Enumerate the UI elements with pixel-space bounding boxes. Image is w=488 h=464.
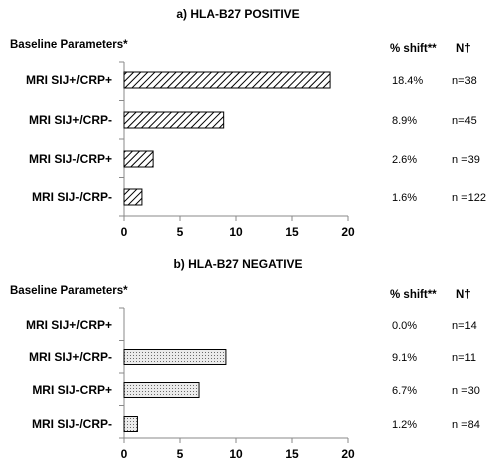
shift-value: 8.9% — [392, 115, 417, 127]
n-value: n =30 — [452, 385, 480, 397]
shift-value: 18.4% — [392, 75, 423, 87]
shift-value: 0.0% — [392, 320, 417, 332]
n-value: n =84 — [452, 419, 480, 431]
category-label: MRI SIJ+/CRP+ — [26, 73, 112, 87]
chart-title: b) HLA-B27 NEGATIVE — [173, 257, 302, 271]
category-label: MRI SIJ+/CRP- — [29, 350, 112, 364]
category-label: MRI SIJ-/CRP+ — [29, 152, 112, 166]
x-tick-label: 20 — [341, 447, 355, 461]
chart-title: a) HLA-B27 POSITIVE — [176, 7, 299, 21]
x-tick-label: 15 — [285, 225, 299, 239]
shift-value: 2.6% — [392, 154, 417, 166]
shift-value: 1.6% — [392, 192, 417, 204]
shift-value: 9.1% — [392, 352, 417, 364]
bar — [123, 111, 225, 129]
chart-panel-2: b) HLA-B27 NEGATIVE Baseline Parameters*%… — [10, 257, 480, 461]
x-tick-label: 15 — [285, 447, 299, 461]
category-label: MRI SIJ-CRP+ — [32, 383, 112, 397]
n-value: n =122 — [452, 192, 486, 204]
shift-value: 6.7% — [392, 385, 417, 397]
bar — [123, 416, 138, 432]
n-column-header: N† — [456, 43, 471, 55]
n-value: n=45 — [452, 115, 477, 127]
bar — [123, 150, 154, 168]
n-value: n=38 — [452, 75, 477, 87]
n-value: n =39 — [452, 154, 480, 166]
shift-column-header: % shift** — [390, 43, 437, 55]
bar — [123, 71, 331, 89]
n-value: n=14 — [452, 320, 477, 332]
shift-column-header: % shift** — [390, 289, 437, 301]
y-axis-label: Baseline Parameters* — [10, 285, 128, 297]
bar — [123, 349, 227, 365]
x-tick-label: 20 — [341, 225, 355, 239]
chart-panel-1: a) HLA-B27 POSITIVE Baseline Parameters*%… — [10, 7, 486, 239]
n-value: n=11 — [452, 352, 476, 364]
y-axis-label: Baseline Parameters* — [10, 39, 128, 51]
bar — [123, 188, 143, 206]
x-tick-label: 0 — [121, 447, 128, 461]
category-label: MRI SIJ+/CRP- — [29, 113, 112, 127]
n-column-header: N† — [456, 289, 471, 301]
bar — [123, 382, 200, 398]
shift-value: 1.2% — [392, 419, 417, 431]
x-tick-label: 5 — [177, 447, 184, 461]
x-tick-label: 5 — [177, 225, 184, 239]
x-tick-label: 10 — [229, 225, 243, 239]
category-label: MRI SIJ+/CRP+ — [26, 318, 112, 332]
x-tick-label: 10 — [229, 447, 243, 461]
x-tick-label: 0 — [121, 225, 128, 239]
category-label: MRI SIJ-/CRP- — [32, 190, 112, 204]
category-label: MRI SIJ-/CRP- — [32, 417, 112, 431]
